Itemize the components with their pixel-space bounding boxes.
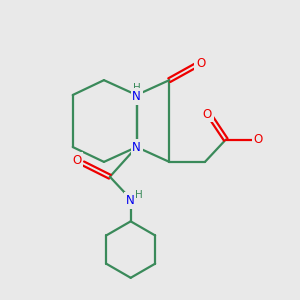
Text: O: O xyxy=(196,57,205,70)
Text: O: O xyxy=(254,133,263,146)
Text: O: O xyxy=(73,154,82,167)
Text: N: N xyxy=(132,90,141,103)
Text: N: N xyxy=(132,140,141,154)
Text: O: O xyxy=(203,108,212,121)
Text: H: H xyxy=(135,190,143,200)
Text: H: H xyxy=(133,83,140,94)
Text: N: N xyxy=(126,194,134,207)
